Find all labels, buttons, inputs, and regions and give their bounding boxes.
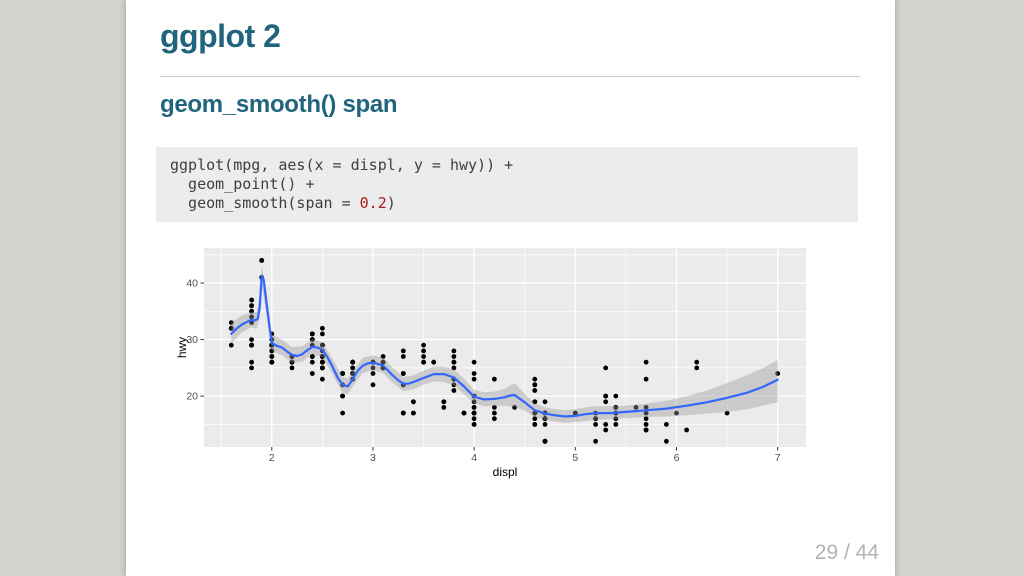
- y-axis: 20 30 40: [186, 278, 204, 403]
- svg-text:6: 6: [674, 452, 680, 464]
- svg-text:4: 4: [471, 452, 477, 464]
- svg-text:3: 3: [370, 452, 376, 464]
- smooth-line: [230, 274, 779, 418]
- ggplot-chart: 2 3 4 5 6 7 20 30 40 displ hwy: [175, 240, 816, 490]
- page-number: 29 / 44: [814, 541, 879, 564]
- svg-text:20: 20: [186, 391, 198, 403]
- scatter-smooth-plot: 2 3 4 5 6 7 20 30 40 displ hwy: [175, 248, 806, 479]
- code-line: ggplot(mpg, aes(x = displ, y = hwy)) +: [170, 156, 514, 174]
- x-axis-title: displ: [493, 465, 518, 479]
- confidence-ribbon: [231, 265, 778, 423]
- svg-text:30: 30: [186, 334, 198, 346]
- title-divider: [160, 76, 860, 77]
- svg-text:7: 7: [775, 452, 781, 464]
- svg-text:2: 2: [269, 452, 275, 464]
- svg-text:5: 5: [572, 452, 578, 464]
- plot-panel: [204, 248, 806, 447]
- code-line: geom_point() +: [170, 175, 315, 193]
- presentation-slide: ggplot 2 geom_smooth() span ggplot(mpg, …: [126, 0, 895, 576]
- x-axis: 2 3 4 5 6 7: [269, 447, 781, 464]
- y-axis-title: hwy: [176, 337, 189, 358]
- slide-subtitle: geom_smooth() span: [160, 91, 398, 118]
- code-line: geom_smooth(span = 0.2): [170, 194, 396, 212]
- svg-text:40: 40: [186, 278, 198, 290]
- slide-title: ggplot 2: [160, 18, 281, 54]
- r-code-block: ggplot(mpg, aes(x = displ, y = hwy)) + g…: [156, 147, 858, 222]
